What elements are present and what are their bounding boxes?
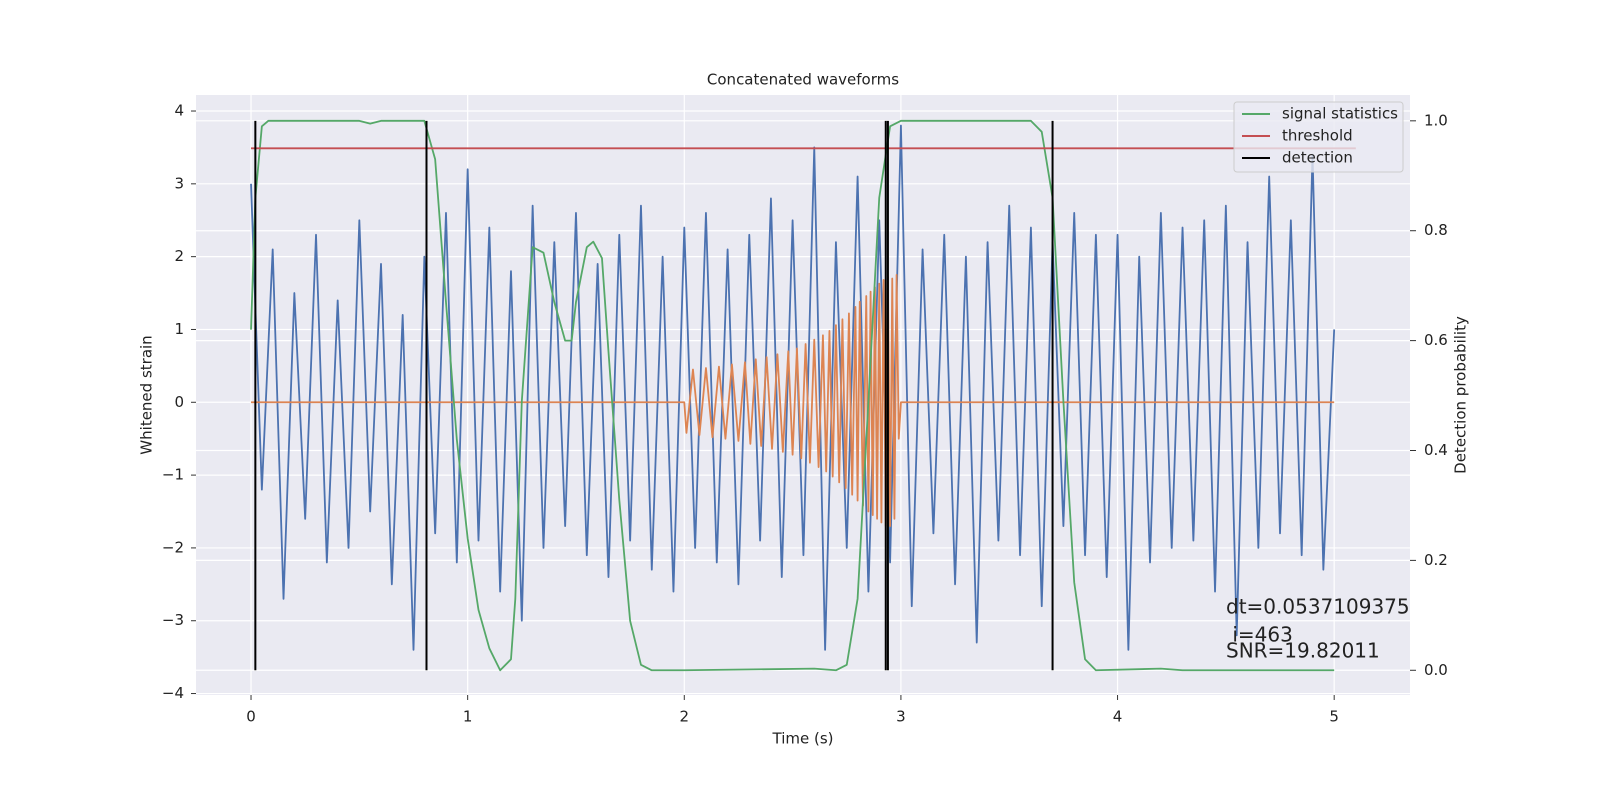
y2-tick-label: 1.0	[1424, 111, 1448, 129]
y-tick-label: 3	[174, 174, 184, 192]
annotation: dt=0.0537109375	[1226, 595, 1410, 619]
y2-tick-label: 0.8	[1424, 221, 1448, 239]
y-tick-label: −3	[162, 611, 184, 629]
y2-tick-label: 0.6	[1424, 331, 1448, 349]
y-tick-label: −2	[162, 538, 184, 556]
y-axis-label: Whitened strain	[138, 335, 156, 454]
chart-title: Concatenated waveforms	[707, 71, 899, 89]
y2-tick-label: 0.2	[1424, 551, 1448, 569]
y-tick-label: 1	[174, 320, 184, 338]
y-tick-label: −4	[162, 684, 184, 702]
y-tick-label: −1	[162, 466, 184, 484]
y-tick-label: 2	[174, 247, 184, 265]
series-line	[250, 124, 1336, 651]
marks	[250, 119, 1356, 672]
x-tick-label: 0	[246, 708, 256, 726]
x-tick-label: 2	[680, 708, 690, 726]
legend-box	[1233, 101, 1404, 173]
x-tick-label: 3	[896, 708, 906, 726]
y-tick-label: 4	[174, 102, 184, 120]
annotation: SNR=19.82011	[1226, 639, 1380, 663]
x-tick-label: 4	[1113, 708, 1123, 726]
legend: signal statistics threshold detection	[1233, 101, 1404, 173]
y2-axis-label: Detection probability	[1452, 316, 1470, 474]
y2-tick-label: 0.4	[1424, 441, 1448, 459]
y2-tick-label: 0.0	[1424, 661, 1448, 679]
annotation: i=463	[1226, 623, 1293, 647]
x-tick-label: 5	[1329, 708, 1339, 726]
x-tick-label: 1	[463, 708, 473, 726]
series-line	[251, 273, 1335, 527]
series-line	[250, 119, 1335, 672]
y-tick-label: 0	[174, 393, 184, 411]
legend-label: detection	[1282, 149, 1353, 167]
x-axis-label: Time (s)	[772, 730, 834, 748]
legend-label: threshold	[1282, 127, 1353, 145]
legend-label: signal statistics	[1282, 105, 1398, 123]
